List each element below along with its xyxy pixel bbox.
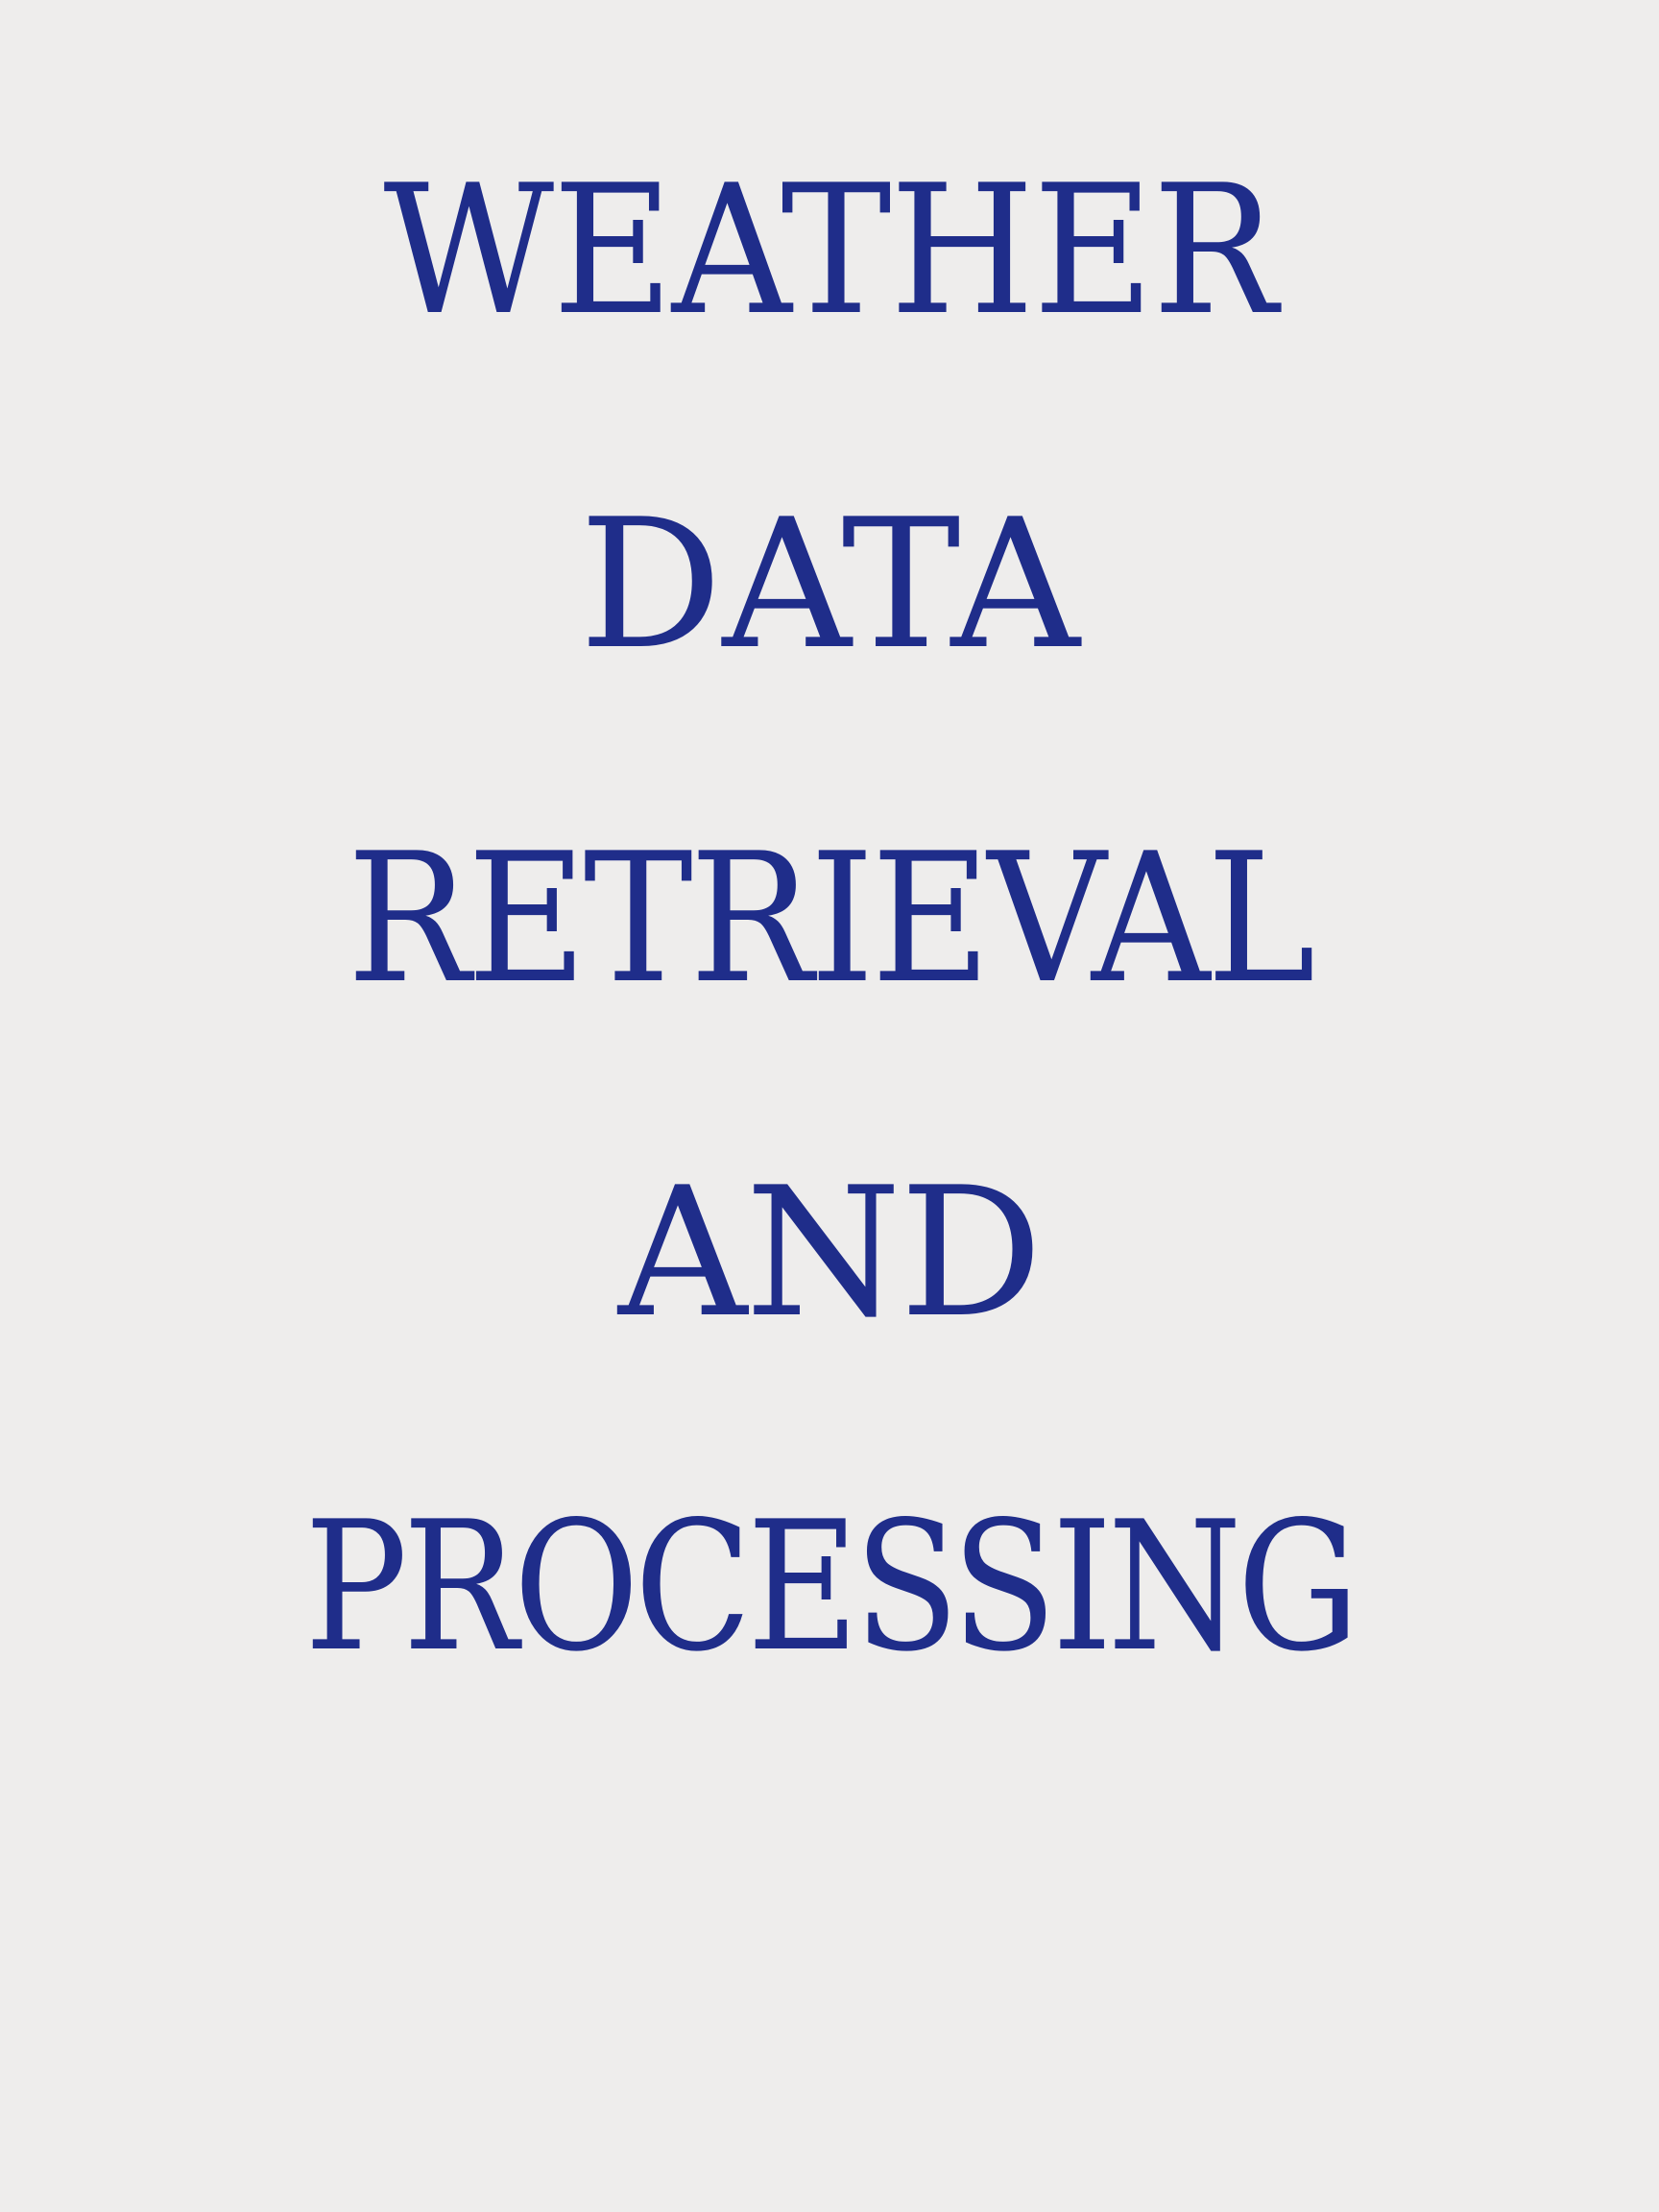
title-line-retrieval: RETRIEVAL	[347, 814, 1315, 1022]
title-line-data: DATA	[579, 480, 1080, 688]
title-line-weather: WEATHER	[383, 146, 1277, 354]
title-line-processing: PROCESSING	[303, 1482, 1359, 1691]
title-line-and: AND	[617, 1148, 1043, 1357]
